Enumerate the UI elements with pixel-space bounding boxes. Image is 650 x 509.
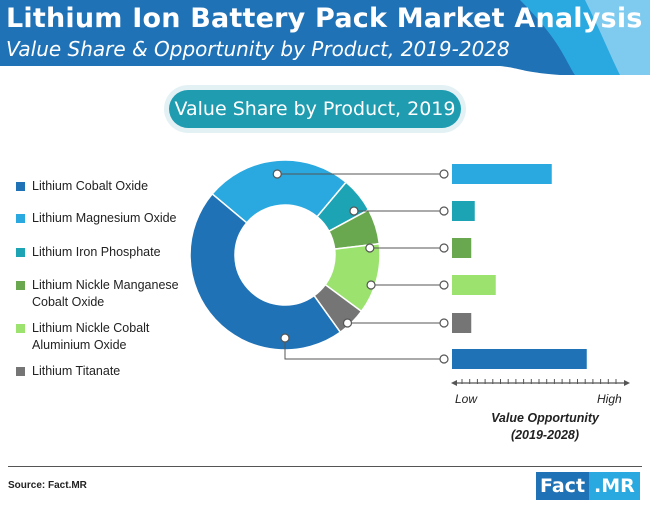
opportunity-bar [452,164,552,184]
connector-dot [365,243,375,253]
legend-label-line: Lithium Titanate [32,364,121,378]
legend-label-line: Lithium Cobalt Oxide [32,179,149,193]
legend-swatch [16,281,25,290]
chart-title-pill: Value Share by Product, 2019 [169,90,461,128]
legend-label-line: Cobalt Oxide [32,295,105,309]
opportunity-bar [452,238,472,258]
source-note: Source: Fact.MR [8,480,87,491]
connector-dot [280,333,290,343]
footer-divider [8,466,642,467]
legend-label-line: Lithium Nickle Manganese [32,278,179,292]
opportunity-bar [452,201,475,221]
header-background [0,0,650,75]
header-band-dark [0,0,650,75]
donut-slice [211,159,348,224]
donut-slice [189,192,342,351]
connector-dot [439,280,449,290]
page-title: Lithium Ion Battery Pack Market Analysis [6,3,643,34]
page-subtitle: Value Share & Opportunity by Product, 20… [6,37,510,61]
legend-label-line: Lithium Iron Phosphate [32,245,161,259]
connector-dot [439,206,449,216]
axis-high-label: High [597,392,622,406]
legend-item: Lithium Iron Phosphate [16,244,202,261]
connector-dot [366,280,376,290]
opportunity-bar [452,275,496,295]
connector-dot [439,354,449,364]
connector-dot [272,169,282,179]
axis-arrow-left [451,380,457,386]
legend-swatch [16,248,25,257]
legend-label: Lithium Titanate [32,363,202,380]
legend-swatch [16,214,25,223]
legend-label: Lithium Magnesium Oxide [32,210,202,227]
legend-item: Lithium Nickle Cobalt Aluminium Oxide [16,320,202,354]
opportunity-bar [452,349,587,369]
header-banner: Lithium Ion Battery Pack Market Analysis… [0,0,650,75]
legend-label: Lithium Cobalt Oxide [32,178,202,195]
legend-label-line: Lithium Nickle Cobalt [32,321,150,335]
connector-dot [349,206,359,216]
connector-dot [439,243,449,253]
legend-item: Lithium Cobalt Oxide [16,178,202,195]
legend-item: Lithium Titanate [16,363,202,380]
opportunity-bar [452,313,472,333]
axis-title-line: Value Opportunity [491,411,599,425]
connector-dot [342,318,353,328]
legend-swatch [16,324,25,333]
legend-label: Lithium Nickle Manganese Cobalt Oxide [32,277,202,311]
connector-line [284,338,444,360]
axis-low-label: Low [455,392,478,406]
axis-arrow-right [624,380,630,386]
legend-label-line: Lithium Magnesium Oxide [32,211,177,225]
axis-title: Value Opportunity (2019-2028) [470,410,620,444]
legend-label: Lithium Iron Phosphate [32,244,202,261]
logo-part-1: Fact [536,472,590,500]
connector-dot [439,169,449,179]
legend-swatch [16,367,25,376]
header-band-light [585,0,650,75]
logo-part-2: .MR [589,472,640,500]
axis-title-line: (2019-2028) [510,428,580,442]
factmr-logo: Fact .MR [536,472,640,500]
legend-item: Lithium Magnesium Oxide [16,210,202,227]
connector-dot [439,318,449,328]
legend-item: Lithium Nickle Manganese Cobalt Oxide [16,277,202,311]
legend-label-line: Aluminium Oxide [32,338,127,352]
legend-label: Lithium Nickle Cobalt Aluminium Oxide [32,320,202,354]
legend-swatch [16,182,25,191]
